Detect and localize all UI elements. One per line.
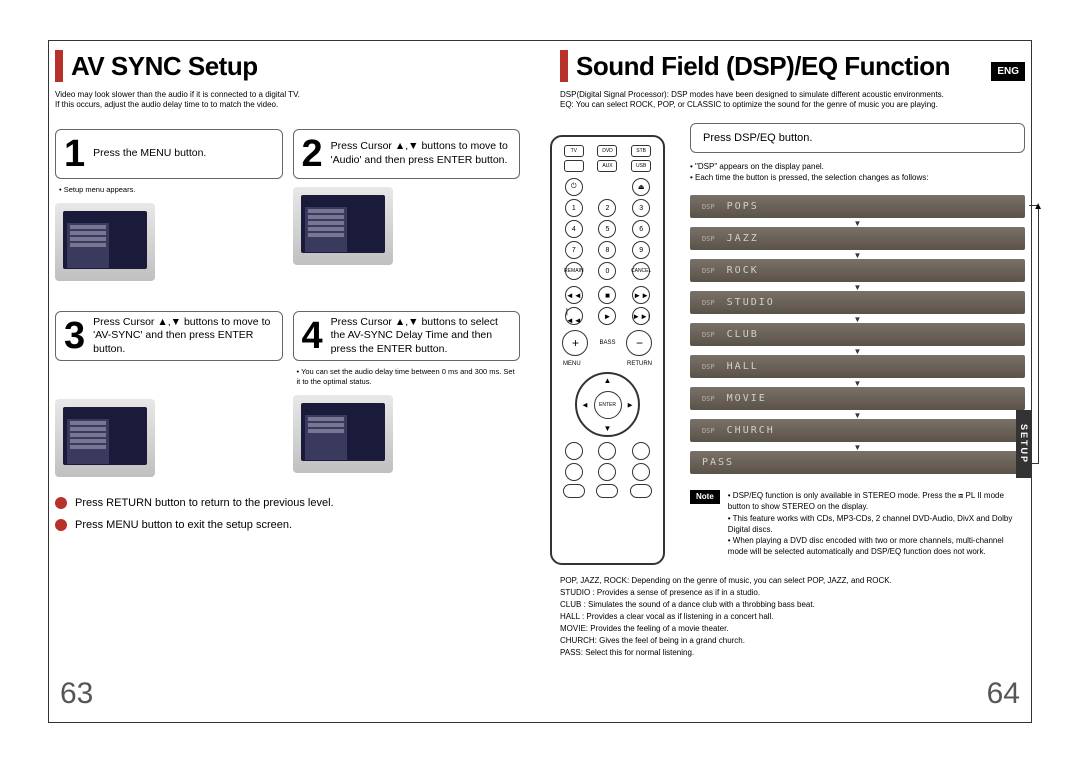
eq-mode-item: DSPROCK [690,259,1025,282]
step-text: Press the MENU button. [93,147,206,161]
eq-mode-item: DSPMOVIE [690,387,1025,410]
eq-mode-item: DSPCLUB [690,323,1025,346]
left-page-title: AV SYNC Setup [71,51,258,82]
glossary-item: HALL : Provides a clear vocal as if list… [560,611,1025,623]
remote-dpad: ▲ ▼ ◄ ► ENTER [575,372,640,437]
note-label: Note [690,490,720,504]
avsync-screenshot [55,399,155,477]
right-page-number: 64 [987,677,1020,711]
remote-control-illustration: TVDVDSTB AUXUSB ⏻⏏ 123 456 789 REMAIN0CA… [550,135,665,565]
accent-bar [560,50,568,82]
remote-power-button: ⏻ [565,178,583,196]
remote-enter-button: ENTER [594,391,622,419]
note-item: • This feature works with CDs, MP3-CDs, … [728,513,1025,535]
right-title-bar: Sound Field (DSP)/EQ Function [560,50,1025,82]
glossary-item: PASS: Select this for normal listening. [560,647,1025,659]
action-text: Press MENU button to exit the setup scre… [75,519,292,531]
step-text: Press Cursor ▲,▼ buttons to move to 'AV-… [93,316,273,357]
remote-vol-up: + [562,330,588,356]
setup-section-tab: SETUP [1016,410,1032,478]
menu-action: Press MENU button to exit the setup scre… [55,519,520,531]
step-note: • You can set the audio delay time betwe… [293,367,521,387]
bullet-icon [55,497,67,509]
step-text: Press Cursor ▲,▼ buttons to move to 'Aud… [331,140,511,167]
step-4: 4 Press Cursor ▲,▼ buttons to select the… [293,311,521,478]
step-1: 1 Press the MENU button. • Setup menu ap… [55,129,283,281]
eq-mode-item: DSPCHURCH [690,419,1025,442]
step-text: Press Cursor ▲,▼ buttons to select the A… [331,316,511,357]
eq-mode-item: DSPJAZZ [690,227,1025,250]
eq-mode-item: PASS [690,451,1025,474]
note-box: Note • DSP/EQ function is only available… [690,490,1025,557]
step-2: 2 Press Cursor ▲,▼ buttons to move to 'A… [293,129,521,281]
remote-vol-down: − [626,330,652,356]
eq-mode-item: DSPHALL [690,355,1025,378]
step-number: 3 [64,317,85,355]
remote-stb-button: STB [631,145,651,157]
left-subtitle: Video may look slower than the audio if … [55,90,520,111]
left-title-bar: AV SYNC Setup [55,50,520,82]
step-number: 1 [64,135,85,173]
note-item: • DSP/EQ function is only available in S… [728,490,1025,512]
glossary-item: STUDIO : Provides a sense of presence as… [560,587,1025,599]
return-action: Press RETURN button to return to the pre… [55,497,520,509]
setup-screenshot [55,203,155,281]
action-text: Press RETURN button to return to the pre… [75,497,334,509]
remote-dvd-button: DVD [597,145,617,157]
step-note: • Setup menu appears. [55,185,283,195]
glossary-item: CLUB : Simulates the sound of a dance cl… [560,599,1025,611]
left-page-number: 63 [60,677,93,711]
language-badge: ENG [991,62,1025,81]
glossary-item: MOVIE: Provides the feeling of a movie t… [560,623,1025,635]
eq-mode-list: DSPPOPS▼DSPJAZZ▼DSPROCK▼DSPSTUDIO▼DSPCLU… [690,195,1025,474]
step-3: 3 Press Cursor ▲,▼ buttons to move to 'A… [55,311,283,478]
accent-bar [55,50,63,82]
step-number: 2 [302,135,323,173]
remote-tv-button: TV [564,145,584,157]
dsp-bullets: • "DSP" appears on the display panel. • … [690,161,1025,183]
step-number: 4 [302,317,323,355]
remote-usb-button: USB [631,160,651,172]
right-subtitle: DSP(Digital Signal Processor): DSP modes… [560,90,1025,111]
delay-screenshot [293,395,393,473]
dsp-step-instruction: Press DSP/EQ button. [690,123,1025,153]
eq-mode-item: DSPPOPS [690,195,1025,218]
glossary-item: POP, JAZZ, ROCK: Depending on the genre … [560,575,1025,587]
eq-glossary: POP, JAZZ, ROCK: Depending on the genre … [560,575,1025,659]
glossary-item: CHURCH: Gives the feel of being in a gra… [560,635,1025,647]
remote-eject-button: ⏏ [632,178,650,196]
eq-mode-item: DSPSTUDIO [690,291,1025,314]
right-page-title: Sound Field (DSP)/EQ Function [576,51,950,82]
remote-aux-button: AUX [597,160,617,172]
audio-screenshot [293,187,393,265]
bullet-icon [55,519,67,531]
cycle-arrow-icon: ▲ [1033,201,1043,212]
note-item: • When playing a DVD disc encoded with t… [728,535,1025,557]
